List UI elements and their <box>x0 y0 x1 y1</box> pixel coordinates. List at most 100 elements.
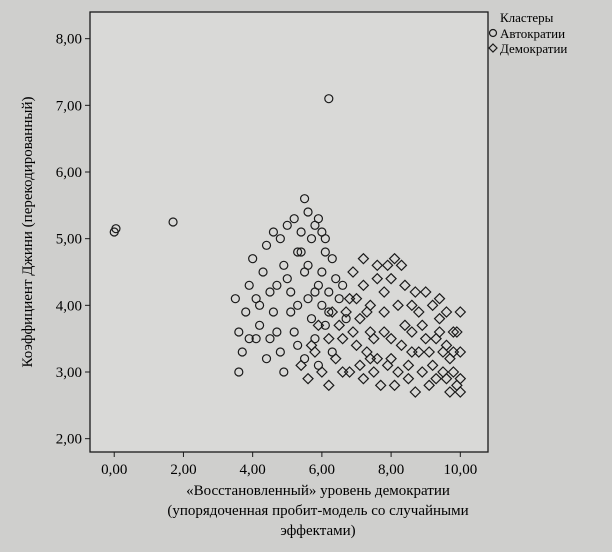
data-point-diamond <box>454 372 467 385</box>
data-point-diamond <box>437 346 449 358</box>
x-tick-label: 0,00 <box>101 462 127 478</box>
data-point-diamond <box>416 366 429 378</box>
data-point-diamond <box>381 259 394 272</box>
data-point-diamond <box>416 319 429 332</box>
data-point-circle <box>248 254 258 264</box>
data-point-diamond <box>451 326 463 338</box>
data-point-circle <box>265 287 275 297</box>
data-point-circle <box>327 254 337 264</box>
data-point-circle <box>303 260 313 270</box>
data-point-circle <box>272 280 282 290</box>
data-point-diamond <box>426 359 439 372</box>
data-point-circle <box>241 307 251 317</box>
data-point-circle <box>306 314 317 324</box>
legend-title: Кластеры <box>500 10 554 25</box>
x-axis-label-line-2: (упорядоченная пробит-модель со случайны… <box>167 503 468 519</box>
data-point-circle <box>310 334 320 344</box>
data-point-circle <box>261 240 272 250</box>
data-point-diamond <box>347 266 359 278</box>
data-point-circle <box>299 354 310 364</box>
data-point-circle <box>303 294 313 304</box>
data-point-circle <box>168 217 178 227</box>
x-tick-label: 10,00 <box>443 462 477 478</box>
data-point-circle <box>306 234 317 244</box>
data-point-circle <box>320 247 330 257</box>
plot-area <box>89 11 489 453</box>
data-point-diamond <box>305 339 318 352</box>
y-tick-label: 5,00 <box>56 232 82 248</box>
data-point-diamond <box>361 306 373 318</box>
legend: Кластеры Автократии Демократии <box>488 10 567 56</box>
x-tick-label: 4,00 <box>240 462 266 478</box>
data-point-circle <box>324 307 334 317</box>
data-point-diamond <box>343 292 356 305</box>
data-point-diamond <box>412 346 425 358</box>
data-point-circle <box>324 287 334 297</box>
data-point-diamond <box>395 339 408 352</box>
data-point-diamond <box>367 332 380 345</box>
data-point-circle <box>293 300 303 310</box>
data-point-diamond <box>357 279 370 292</box>
data-point-circle <box>286 287 296 297</box>
data-point-circle <box>286 307 296 317</box>
data-point-circle <box>341 314 351 324</box>
data-point-diamond <box>402 372 415 385</box>
legend-entry-democracies: Демократии <box>500 41 567 56</box>
data-point-diamond <box>409 386 422 398</box>
data-point-circle <box>293 247 303 257</box>
y-tick-label: 6,00 <box>56 165 82 181</box>
data-point-diamond <box>340 306 352 318</box>
data-point-circle <box>279 260 289 270</box>
data-point-diamond <box>419 286 432 298</box>
data-point-circle <box>313 360 324 370</box>
data-point-circle <box>268 227 279 237</box>
data-point-circle <box>331 274 341 284</box>
data-point-diamond <box>433 292 446 305</box>
data-point-diamond <box>423 379 436 392</box>
x-tick-label: 6,00 <box>309 462 335 478</box>
y-tick-label: 8,00 <box>56 32 82 48</box>
data-point-diamond <box>440 372 453 385</box>
data-point-diamond <box>440 306 453 318</box>
data-point-circle <box>237 347 247 357</box>
data-point-circle <box>303 207 313 217</box>
x-axis-label-line-3: эффектами) <box>280 523 355 539</box>
data-point-circle <box>251 294 261 304</box>
data-point-diamond <box>388 379 401 392</box>
axis-ticks: 0,00 2,00 4,00 6,00 8,00 10,00 2,00 3,00 4,00 5,0… <box>56 32 477 478</box>
x-tick-label: 8,00 <box>378 462 404 478</box>
data-point-diamond <box>406 299 418 312</box>
data-point-diamond <box>336 366 349 378</box>
data-point-diamond <box>295 359 307 372</box>
data-point-diamond <box>444 352 456 365</box>
data-point-circle <box>320 320 330 330</box>
data-point-circle <box>289 214 299 224</box>
data-point-diamond <box>426 299 439 312</box>
data-point-circle <box>289 327 299 337</box>
data-point-diamond <box>357 372 370 385</box>
data-point-diamond <box>399 279 411 292</box>
plot-frame <box>89 11 489 453</box>
data-point-diamond <box>378 286 391 298</box>
legend-entry-autocracies: Автократии <box>500 26 565 41</box>
data-point-diamond <box>454 386 467 398</box>
data-point-diamond <box>423 346 436 358</box>
data-point-circle <box>282 274 292 284</box>
data-point-diamond <box>357 252 370 265</box>
data-point-diamond <box>388 252 401 265</box>
data-point-diamond <box>419 332 432 345</box>
series-democracies <box>295 252 467 398</box>
data-point-diamond <box>385 352 397 365</box>
data-point-circle <box>338 280 348 290</box>
data-point-circle <box>111 224 121 234</box>
data-point-diamond <box>447 326 460 338</box>
data-point-diamond <box>333 319 346 332</box>
data-point-diamond <box>399 319 411 332</box>
x-axis-label-line-1: «Восстановленный» уровень демократии <box>186 483 450 499</box>
series-autocracies <box>109 94 351 377</box>
data-point-diamond <box>378 306 391 318</box>
y-tick-label: 2,00 <box>56 432 82 448</box>
data-point-diamond <box>302 372 314 385</box>
